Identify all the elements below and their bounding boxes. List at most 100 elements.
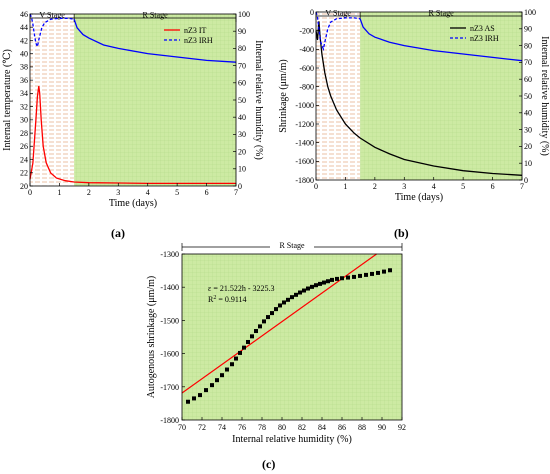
a-y-tick-label: 36 [20, 76, 28, 85]
c-data-point [382, 269, 386, 274]
b-y-right-tick-label: 40 [524, 109, 532, 118]
a-x-tick-label: 4 [146, 188, 150, 197]
b-y-right-tick-label: 10 [524, 159, 532, 168]
b-y-tick-label: -1400 [295, 138, 314, 147]
b-y-right-axis-label: Internal relative humidity (%) [539, 36, 550, 156]
c-x-tick-label: 76 [238, 423, 246, 432]
c-data-point [192, 396, 196, 401]
c-data-point [278, 303, 282, 308]
a-legend-entry: nZ3 IRH [184, 36, 213, 45]
a-x-tick-label: 5 [175, 188, 179, 197]
b-y-tick-label: -200 [299, 26, 314, 35]
a-y-tick-label: 30 [20, 116, 28, 125]
c-data-point [262, 319, 266, 324]
a-y-tick-label: 34 [20, 89, 28, 98]
c-plot-frame [181, 253, 403, 421]
c-y-tick-label: -1600 [160, 350, 179, 359]
b-y-tick-label: -1200 [295, 120, 314, 129]
a-legend-entry: nZ3 IT [184, 26, 207, 35]
c-data-point [266, 315, 270, 320]
c-data-point [234, 356, 238, 361]
c-x-tick-label: 92 [398, 423, 406, 432]
c-data-point [220, 373, 224, 378]
c-x-tick-label: 88 [358, 423, 366, 432]
c-r-squared: R2 = 0.9114 [208, 295, 247, 304]
b-y-right-tick-label: 70 [524, 58, 532, 67]
c-data-point [225, 367, 229, 372]
a-y-right-tick-label: 0 [238, 182, 242, 191]
a-y-axis-label: Internal temperature (℃) [2, 49, 13, 151]
b-v-stage-label: V Stage [325, 9, 351, 18]
a-y-tick-label: 44 [20, 23, 28, 32]
b-x-axis-label: Time (days) [395, 192, 443, 203]
c-data-point [346, 275, 350, 280]
a-x-tick-label: 6 [205, 188, 209, 197]
c-y-tick-label: -1800 [160, 416, 179, 425]
b-legend-entry: nZ3 IRH [470, 34, 499, 43]
c-data-point [242, 345, 246, 350]
c-data-point [326, 279, 330, 284]
a-y-tick-label: 20 [20, 182, 28, 191]
a-y-tick-label: 28 [20, 129, 28, 138]
b-y-tick-label: -400 [299, 45, 314, 54]
c-y-tick-label: -1300 [160, 250, 179, 259]
a-y-tick-label: 46 [20, 10, 28, 19]
a-v-stage-label: V Stage [39, 11, 65, 20]
b-y-right-tick-label: 80 [524, 41, 532, 50]
c-data-point [310, 284, 314, 289]
b-y-tick-label: -1000 [295, 101, 314, 110]
a-x-axis-label: Time (days) [109, 198, 157, 209]
a-r-stage-label: R Stage [143, 11, 169, 20]
a-y-right-tick-label: 80 [238, 44, 246, 53]
b-series-nz3-as-line [315, 21, 523, 176]
b-series-irh-continued-line [359, 18, 523, 62]
b-x-tick-label: 4 [432, 182, 436, 191]
c-data-point [246, 339, 250, 344]
a-y-right-tick-label: 10 [238, 165, 246, 174]
c-r-squared-symbol: R [208, 295, 214, 304]
a-y-right-tick-label: 100 [238, 10, 250, 19]
a-x-tick-label: 2 [87, 188, 91, 197]
a-y-tick-label: 40 [20, 49, 28, 58]
c-data-point [298, 290, 302, 295]
b-y-right-tick-label: 50 [524, 92, 532, 101]
a-y-tick-label: 22 [20, 169, 28, 178]
c-y-axis-label: Autogenous shrinkage (μm/m) [146, 276, 157, 399]
c-x-tick-label: 74 [218, 423, 226, 432]
c-x-axis-label: Internal relative humidity (%) [232, 434, 352, 445]
c-data-point [314, 283, 318, 288]
c-fit-line [181, 253, 377, 394]
c-data-point [318, 281, 322, 286]
a-y-right-tick-label: 20 [238, 147, 246, 156]
c-data-point [322, 280, 326, 285]
a-y-right-tick-label: 40 [238, 113, 246, 122]
b-x-tick-label: 2 [373, 182, 377, 191]
c-y-tick-label: -1500 [160, 316, 179, 325]
c-y-tick-label: -1700 [160, 383, 179, 392]
b-y-axis-label: Shrinkage (μm/m) [278, 59, 289, 132]
c-fit-equation: ε = 21.522h - 3225.3 [208, 284, 275, 293]
b-x-tick-label: 0 [314, 182, 318, 191]
a-y-right-tick-label: 70 [238, 61, 246, 70]
a-y-right-tick-label: 30 [238, 130, 246, 139]
b-x-tick-label: 1 [343, 182, 347, 191]
a-series-nz3-irh-line [29, 13, 75, 49]
c-y-tick-label: -1400 [160, 283, 179, 292]
c-data-point [258, 324, 262, 329]
c-data-point [274, 307, 278, 312]
c-data-point [340, 276, 344, 281]
c-x-tick-label: 86 [338, 423, 346, 432]
c-x-tick-label: 82 [298, 423, 306, 432]
c-r-squared-value: = 0.9114 [216, 295, 246, 304]
b-y-tick-label: 0 [310, 8, 314, 17]
c-data-point [376, 270, 380, 275]
c-data-point [250, 334, 254, 339]
a-x-tick-label: 1 [57, 188, 61, 197]
c-data-point [198, 393, 202, 398]
c-data-point [286, 297, 290, 302]
a-y-right-axis-label: Internal relative humidity (%) [253, 40, 264, 160]
b-v-stage-region [316, 12, 361, 180]
c-data-point [358, 273, 362, 278]
